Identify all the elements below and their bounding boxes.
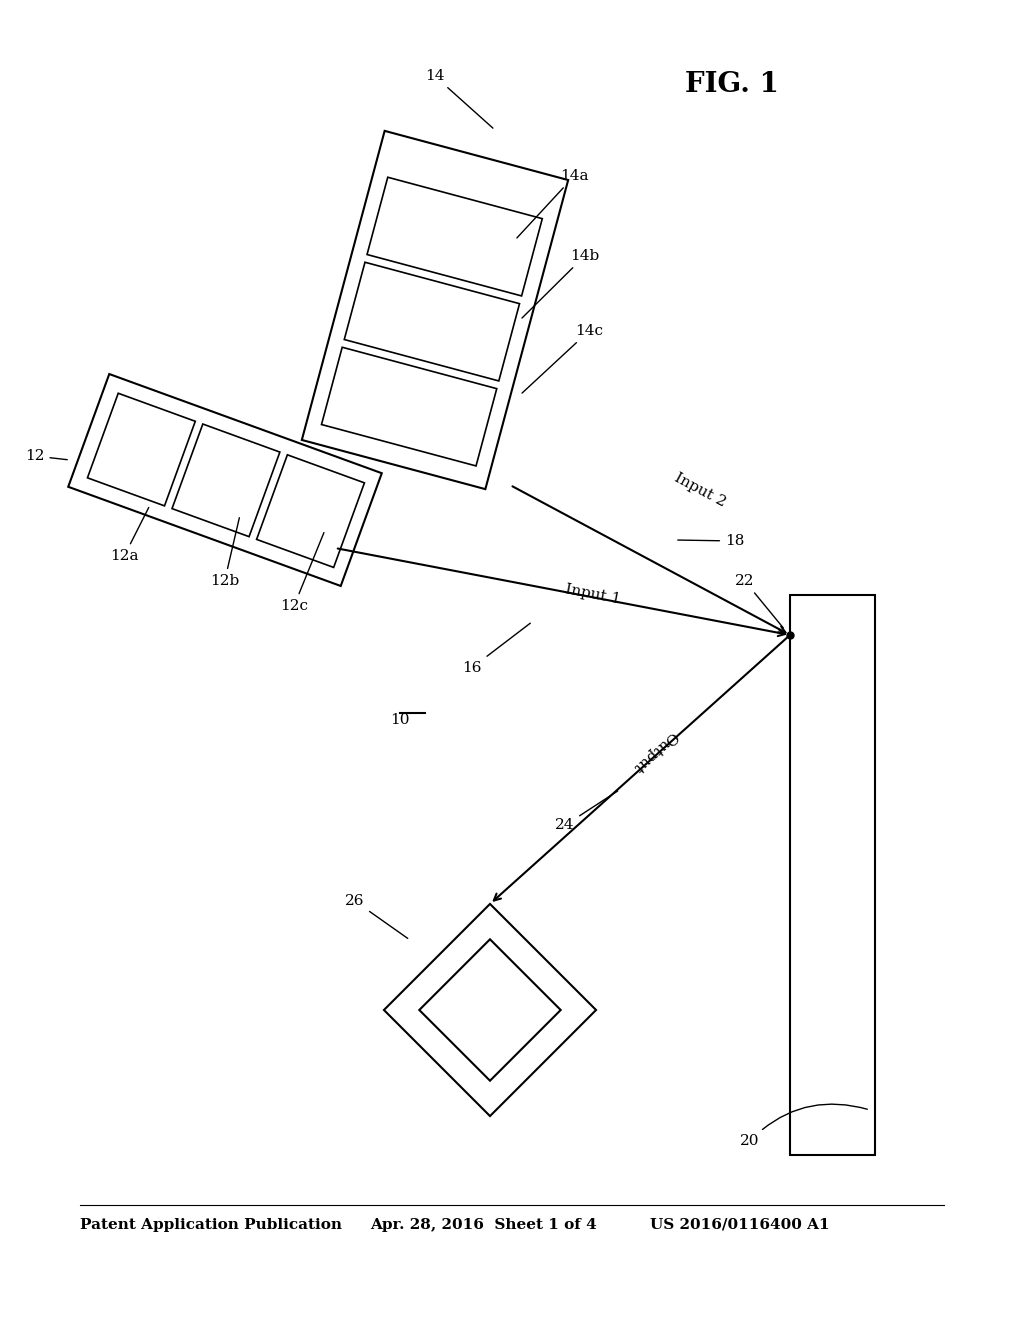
Text: 16: 16 (463, 623, 530, 675)
Text: Input 1: Input 1 (563, 582, 622, 606)
Text: US 2016/0116400 A1: US 2016/0116400 A1 (650, 1218, 829, 1232)
Polygon shape (257, 455, 365, 568)
Text: Output: Output (630, 727, 680, 775)
Polygon shape (302, 131, 568, 490)
Text: FIG. 1: FIG. 1 (685, 71, 779, 99)
Text: 26: 26 (345, 894, 408, 939)
Text: 12c: 12c (280, 532, 324, 612)
Polygon shape (344, 263, 519, 381)
Polygon shape (322, 347, 497, 466)
Text: 22: 22 (735, 574, 783, 628)
Text: 12a: 12a (110, 507, 148, 564)
Polygon shape (87, 393, 196, 506)
Text: 12b: 12b (210, 517, 240, 587)
Polygon shape (384, 904, 596, 1117)
Polygon shape (367, 177, 543, 296)
Text: 14: 14 (425, 69, 493, 128)
Text: 20: 20 (740, 1104, 867, 1148)
Polygon shape (419, 940, 561, 1081)
Text: 14a: 14a (517, 169, 589, 238)
Polygon shape (172, 424, 280, 537)
Text: Patent Application Publication: Patent Application Publication (80, 1218, 342, 1232)
Text: 14b: 14b (522, 249, 599, 318)
Text: Apr. 28, 2016  Sheet 1 of 4: Apr. 28, 2016 Sheet 1 of 4 (370, 1218, 597, 1232)
Text: 10: 10 (390, 713, 410, 727)
Text: 12: 12 (25, 449, 68, 463)
Text: 18: 18 (678, 535, 744, 548)
Text: 24: 24 (555, 791, 617, 833)
Bar (790, 595, 874, 1155)
Polygon shape (69, 374, 382, 586)
Text: Input 2: Input 2 (672, 471, 728, 510)
Text: 14c: 14c (522, 323, 603, 393)
